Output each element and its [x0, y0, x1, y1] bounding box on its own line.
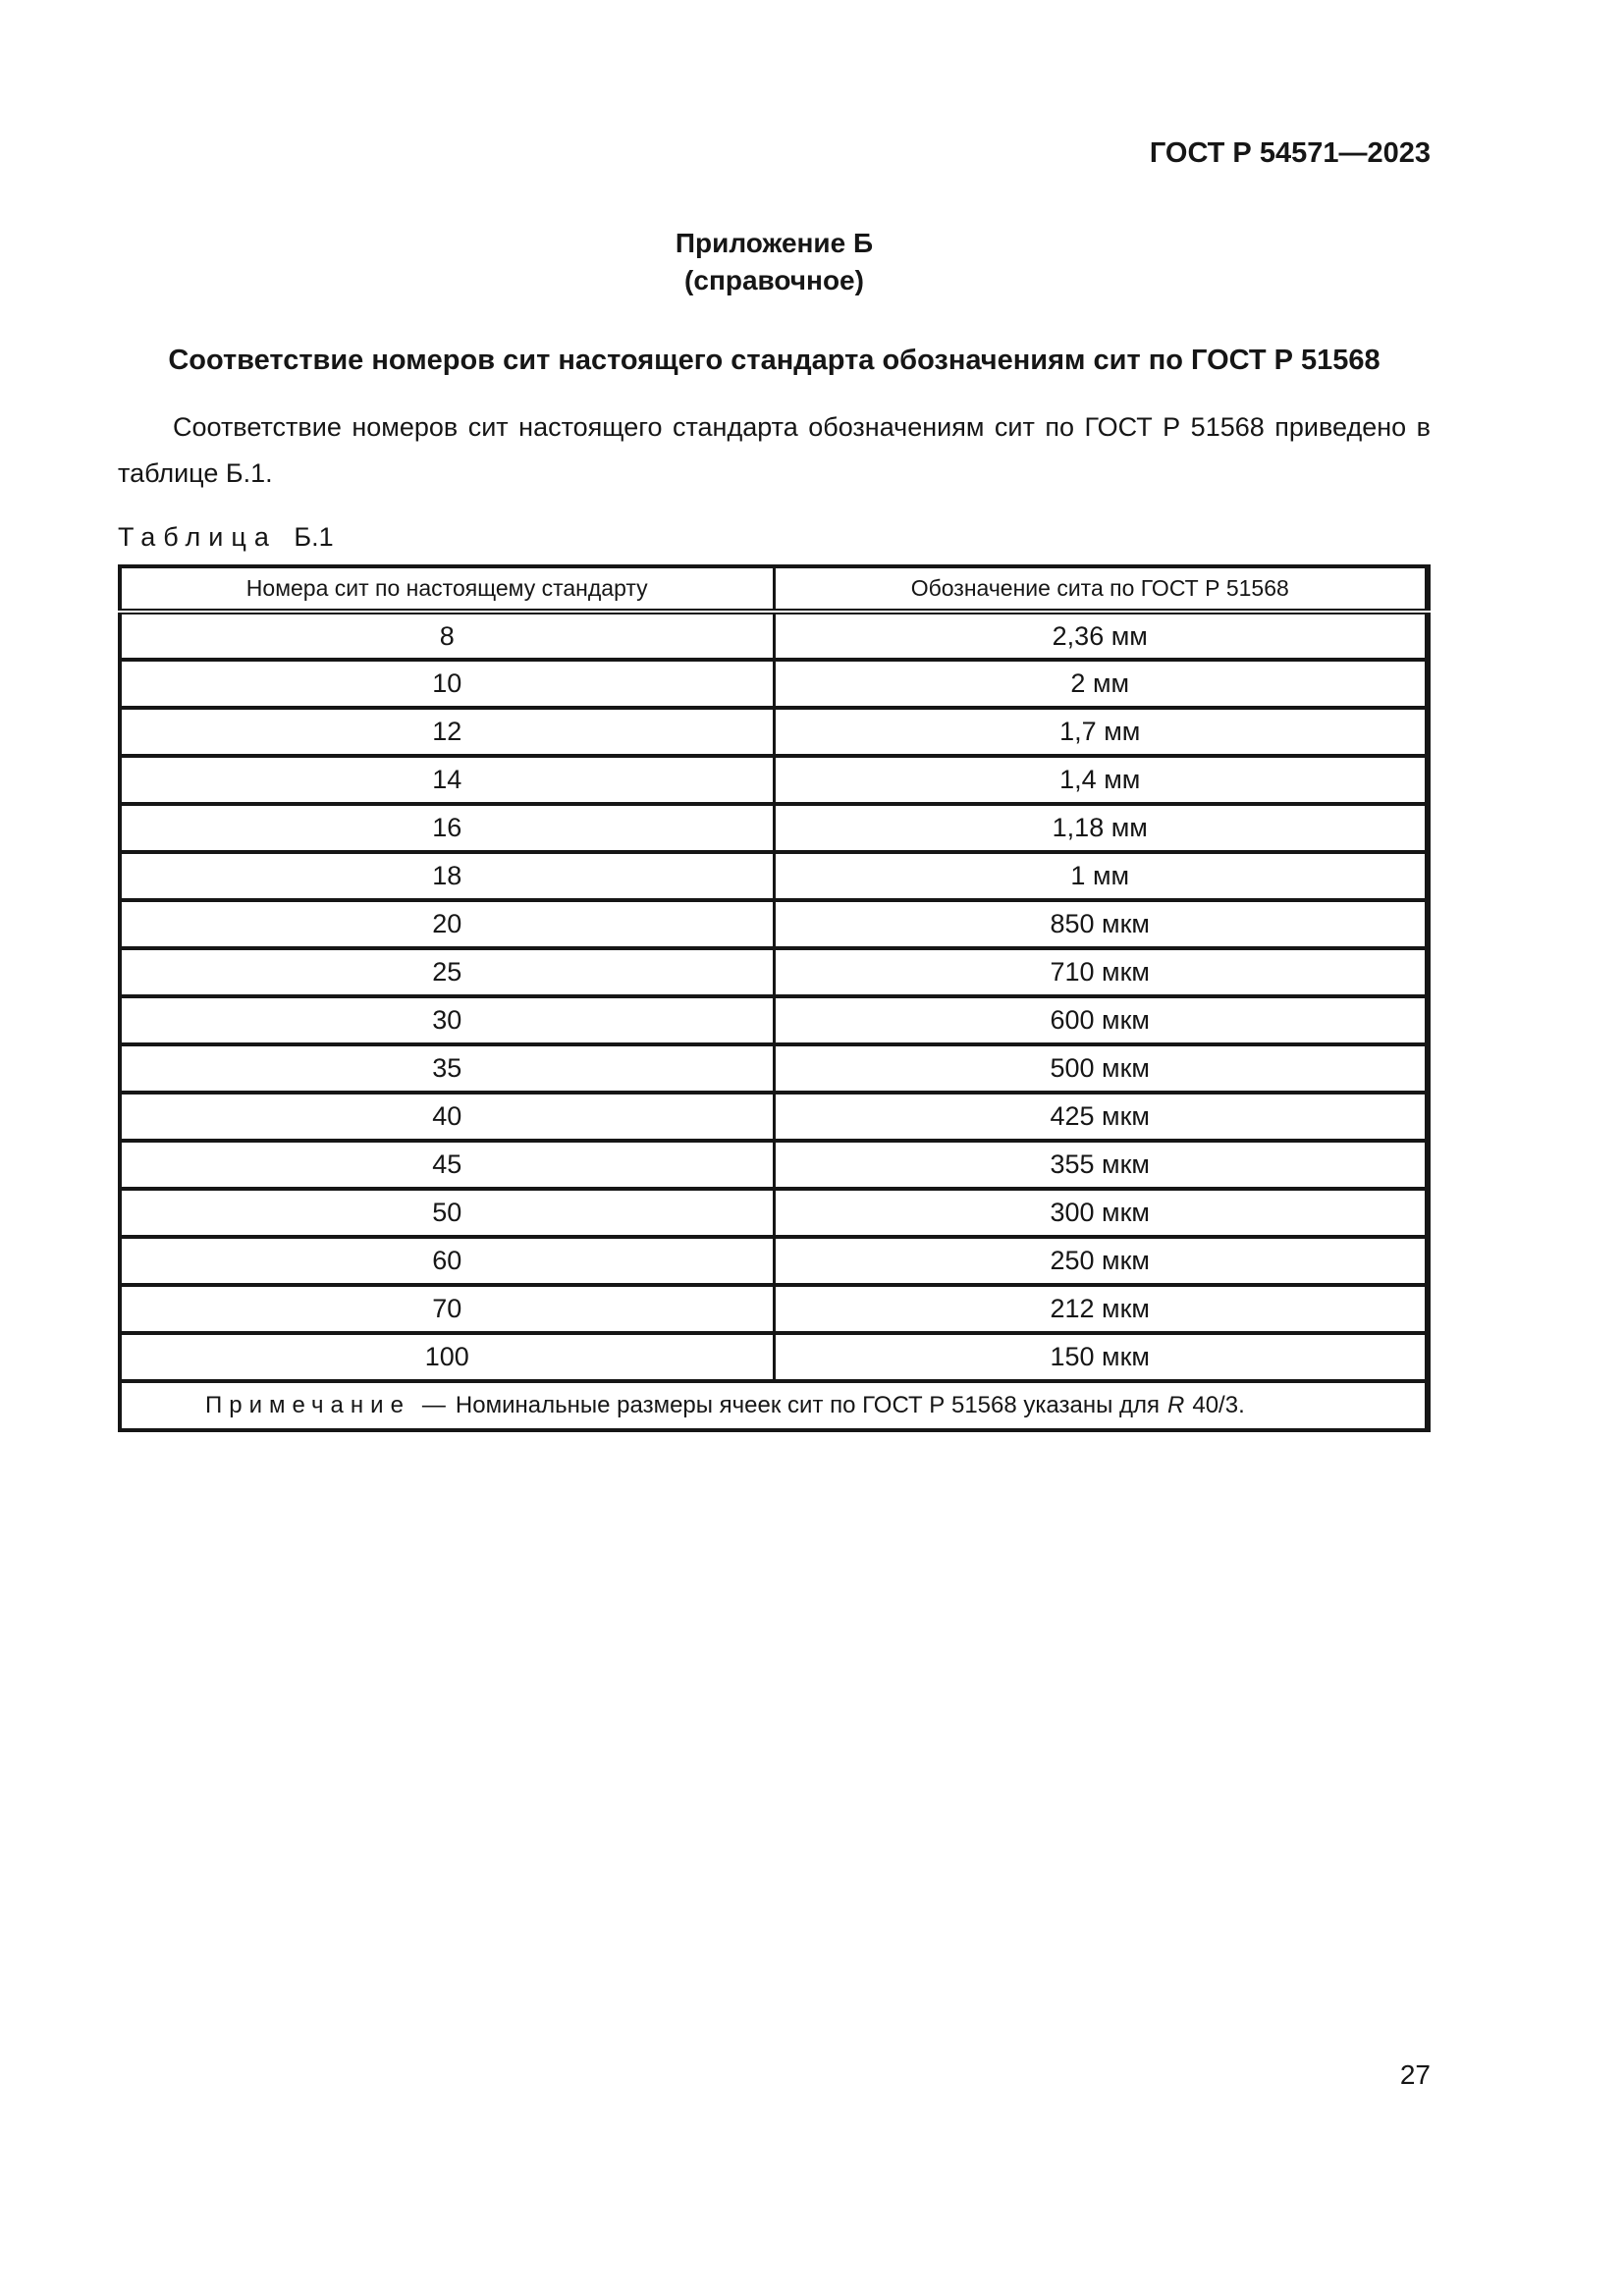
- designation-cell: 850 мкм: [772, 898, 1428, 949]
- sieve-number-cell: 30: [120, 994, 774, 1045]
- designation-cell: 710 мкм: [772, 946, 1428, 997]
- designation-cell: 250 мкм: [772, 1235, 1428, 1286]
- note-dash: —: [421, 1392, 446, 1419]
- content-area: ГОСТ Р 54571—2023 Приложение Б (справочн…: [118, 0, 1431, 1433]
- table-caption-number: Б.1: [294, 522, 334, 553]
- table-row: 50 300 мкм: [120, 1187, 1428, 1238]
- table-row: 14 1,4 мм: [120, 754, 1428, 805]
- appendix-heading: Приложение Б (справочное): [118, 225, 1431, 299]
- standard-number-header: ГОСТ Р 54571—2023: [1149, 137, 1431, 169]
- designation-cell: 600 мкм: [772, 994, 1428, 1045]
- designation-cell: 425 мкм: [772, 1091, 1428, 1142]
- table-note-row: Примечание — Номинальные размеры ячеек сит…: [120, 1379, 1428, 1431]
- designation-cell: 1 мм: [772, 850, 1428, 901]
- sieve-number-cell: 45: [120, 1139, 774, 1190]
- note-tail: 40/3.: [1192, 1392, 1245, 1419]
- appendix-title: Приложение Б: [675, 228, 874, 258]
- table-row: 40 425 мкм: [120, 1091, 1428, 1142]
- sieve-number-cell: 60: [120, 1235, 774, 1286]
- sieve-number-cell: 25: [120, 946, 774, 997]
- sieve-number-cell: 18: [120, 850, 774, 901]
- note-label: Примечание: [205, 1392, 410, 1419]
- table-row: 12 1,7 мм: [120, 706, 1428, 757]
- table-row: 8 2,36 мм: [120, 610, 1428, 661]
- sieve-number-cell: 50: [120, 1187, 774, 1238]
- column-header-designation: Обозначение сита по ГОСТ Р 51568: [772, 566, 1428, 615]
- table-caption-label: Таблица: [118, 522, 277, 553]
- table-row: 25 710 мкм: [120, 946, 1428, 997]
- sieve-number-cell: 14: [120, 754, 774, 805]
- sieve-number-cell: 100: [120, 1331, 774, 1382]
- sieve-number-cell: 70: [120, 1283, 774, 1334]
- designation-cell: 1,18 мм: [772, 802, 1428, 853]
- designation-cell: 300 мкм: [772, 1187, 1428, 1238]
- designation-cell: 1,7 мм: [772, 706, 1428, 757]
- intro-paragraph: Соответствие номеров сит настоящего стан…: [118, 412, 1431, 489]
- table-row: 10 2 мм: [120, 658, 1428, 709]
- table-row: 100 150 мкм: [120, 1331, 1428, 1382]
- column-header-sieve-numbers: Номера сит по настоящему стандарту: [120, 566, 774, 615]
- page-number: 27: [1399, 2059, 1431, 2090]
- designation-cell: 212 мкм: [772, 1283, 1428, 1334]
- table-caption: Таблица Б.1: [118, 522, 1431, 553]
- sieve-number-cell: 8: [120, 610, 774, 661]
- table-header-row: Номера сит по настоящему стандарту Обозн…: [120, 566, 1428, 615]
- table-row: 30 600 мкм: [120, 994, 1428, 1045]
- sieve-number-cell: 35: [120, 1042, 774, 1094]
- sieve-number-cell: 12: [120, 706, 774, 757]
- sieve-correspondence-table: Номера сит по настоящему стандарту Обозн…: [118, 564, 1431, 1433]
- sieve-number-cell: 40: [120, 1091, 774, 1142]
- table-row: 45 355 мкм: [120, 1139, 1428, 1190]
- section-title: Соответствие номеров сит настоящего стан…: [168, 345, 1380, 376]
- sieve-number-cell: 10: [120, 658, 774, 709]
- table-row: 16 1,18 мм: [120, 802, 1428, 853]
- table-row: 18 1 мм: [120, 850, 1428, 901]
- designation-cell: 1,4 мм: [772, 754, 1428, 805]
- note-text: Номинальные размеры ячеек сит по ГОСТ Р …: [455, 1392, 1161, 1419]
- sieve-number-cell: 16: [120, 802, 774, 853]
- table-note-cell: Примечание — Номинальные размеры ячеек сит…: [120, 1379, 1428, 1431]
- designation-cell: 2 мм: [772, 658, 1428, 709]
- sieve-number-cell: 20: [120, 898, 774, 949]
- table-row: 35 500 мкм: [120, 1042, 1428, 1094]
- table-row: 60 250 мкм: [120, 1235, 1428, 1286]
- designation-cell: 2,36 мм: [772, 610, 1428, 661]
- appendix-subtitle: (справочное): [684, 265, 864, 295]
- note-r-symbol: R: [1167, 1392, 1185, 1419]
- table-row: 70 212 мкм: [120, 1283, 1428, 1334]
- designation-cell: 355 мкм: [772, 1139, 1428, 1190]
- designation-cell: 500 мкм: [772, 1042, 1428, 1094]
- table-row: 20 850 мкм: [120, 898, 1428, 949]
- designation-cell: 150 мкм: [772, 1331, 1428, 1382]
